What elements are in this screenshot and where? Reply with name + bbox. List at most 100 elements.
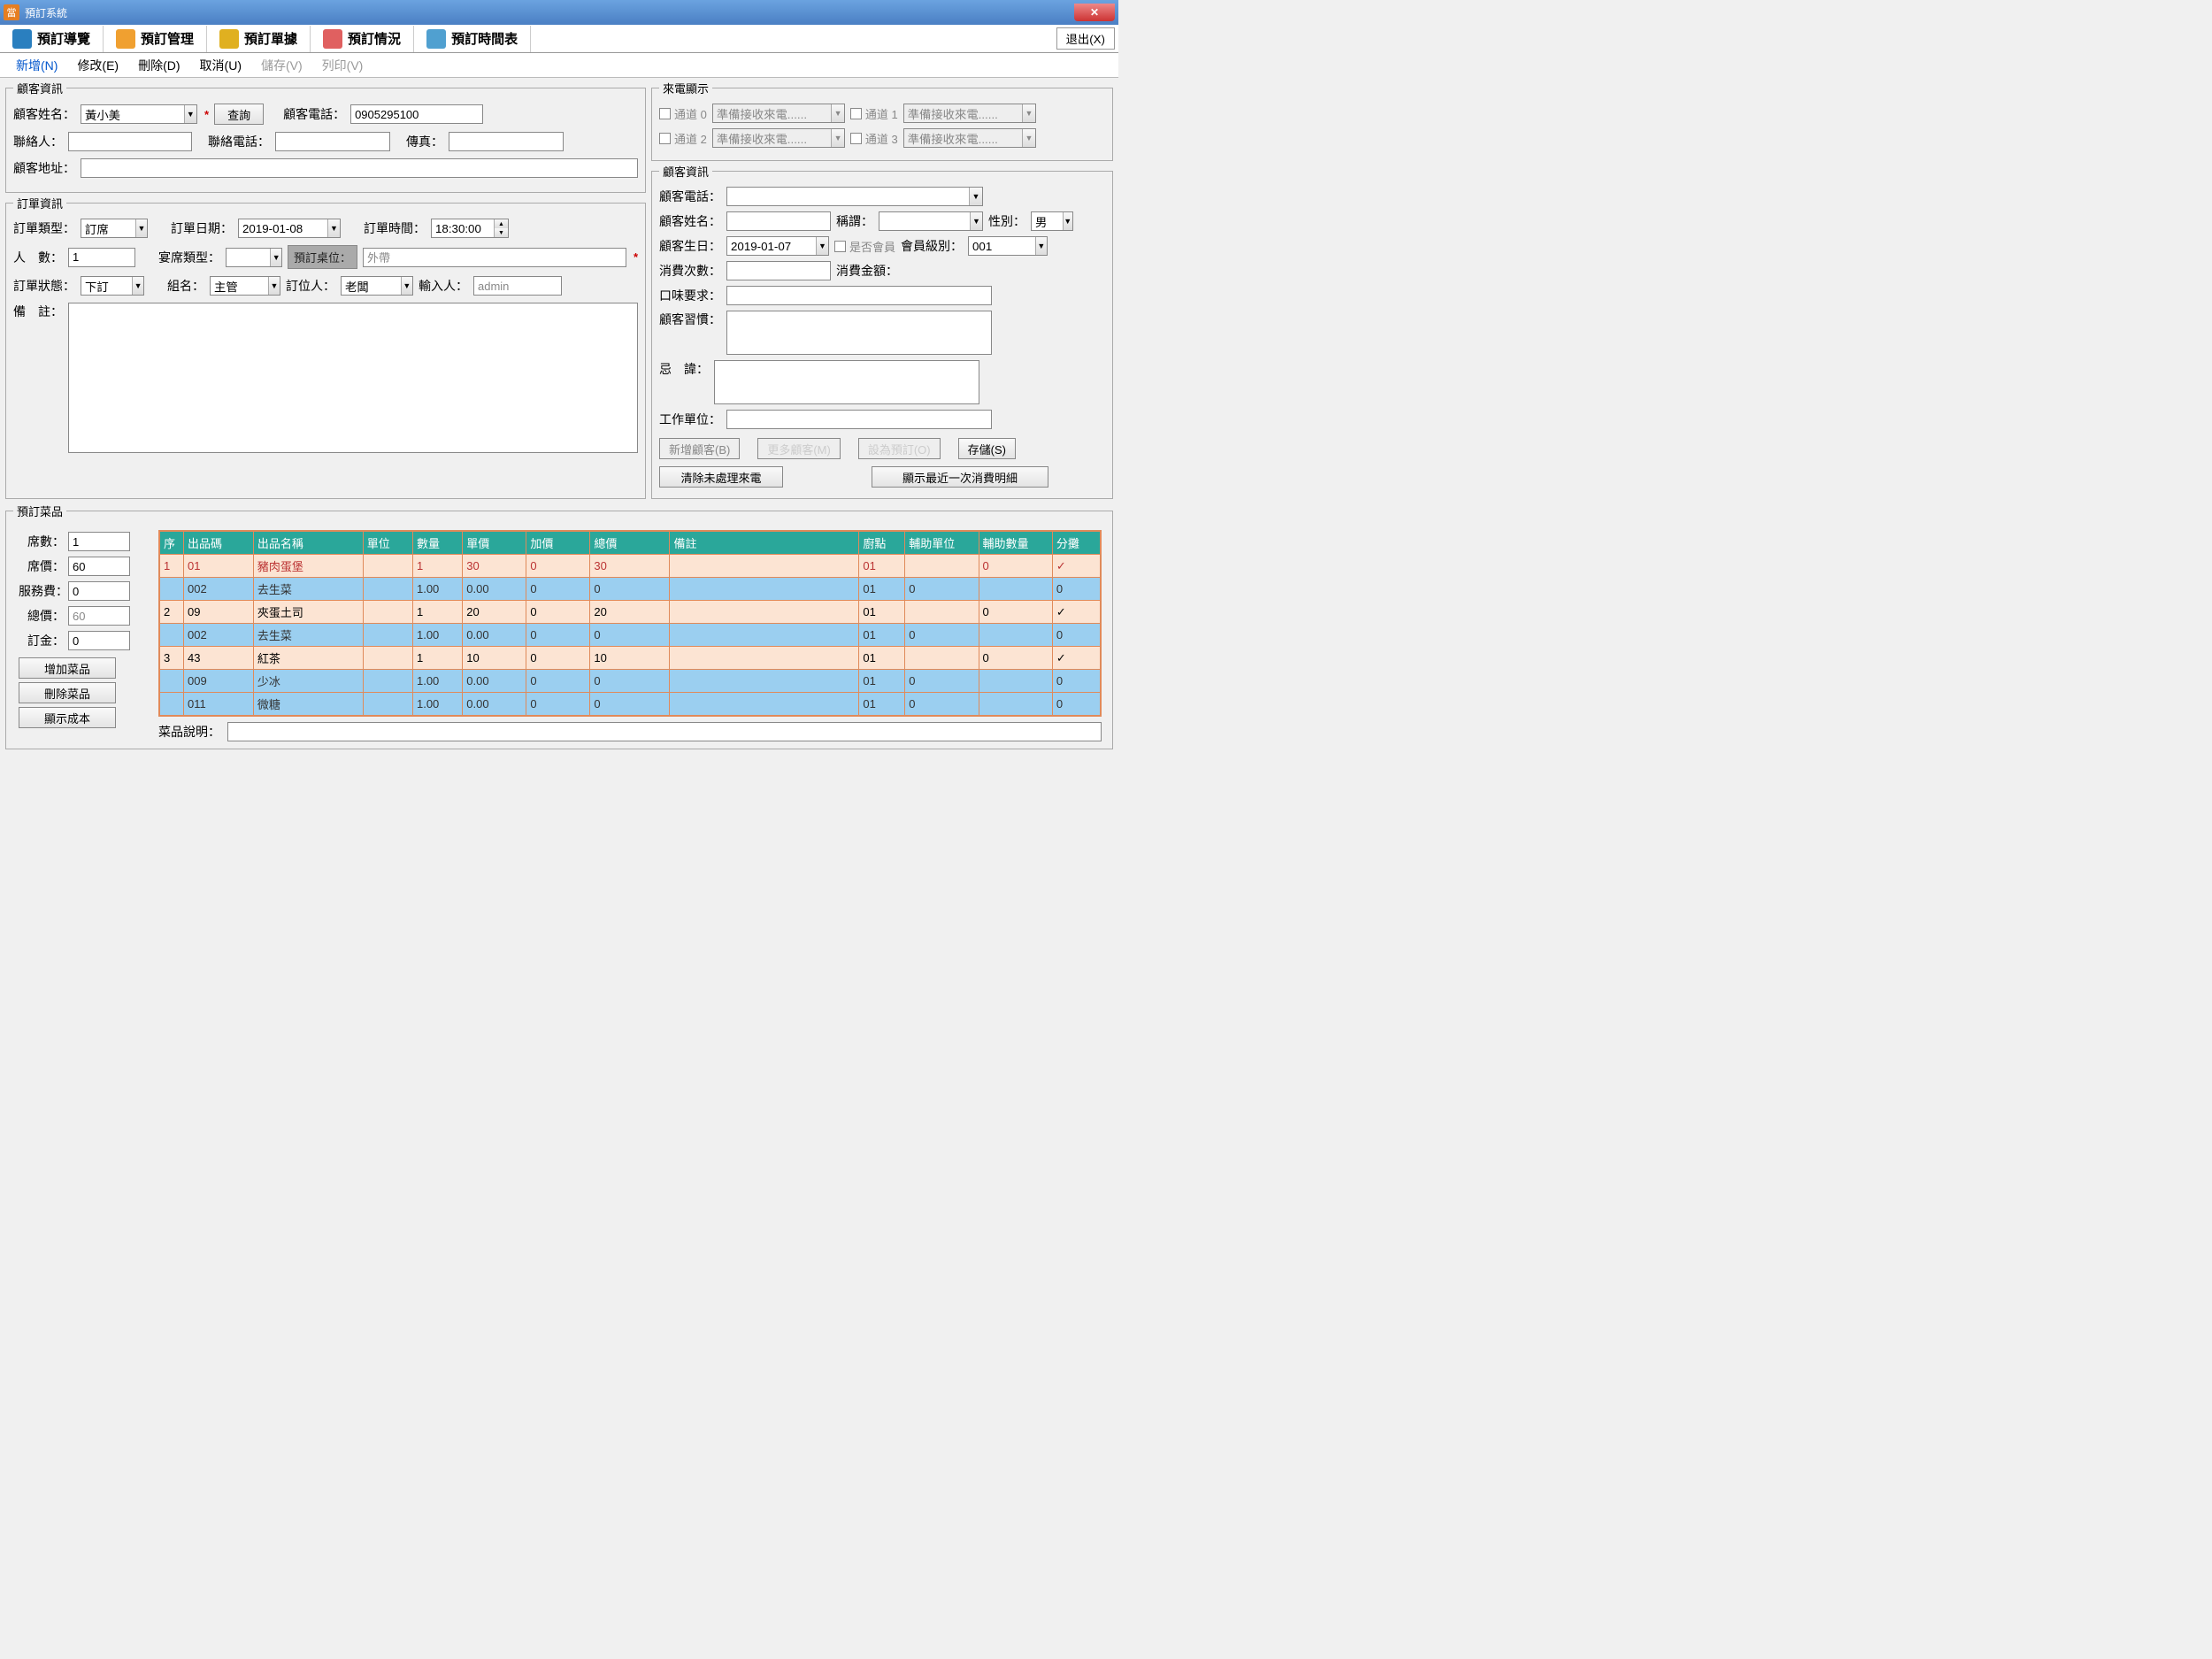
exit-button[interactable]: 退出(X) bbox=[1056, 27, 1115, 50]
order-status-combo[interactable]: ▼ bbox=[81, 276, 144, 296]
banquet-type-combo[interactable]: ▼ bbox=[226, 248, 282, 267]
customer-name-input[interactable] bbox=[81, 105, 184, 123]
channel-1-combo[interactable]: ▼ bbox=[903, 104, 1036, 123]
r-more-customer-button[interactable]: 更多顧客(M) bbox=[757, 438, 841, 459]
tab-預訂單據[interactable]: 預訂單據 bbox=[207, 26, 311, 52]
tool-print[interactable]: 列印(V) bbox=[322, 57, 364, 74]
chevron-down-icon[interactable]: ▼ bbox=[135, 219, 147, 237]
table-row[interactable]: 209夾蛋土司120020010✓ bbox=[160, 601, 1101, 624]
col-header[interactable]: 輔助單位 bbox=[905, 532, 979, 555]
addr-input[interactable] bbox=[81, 158, 638, 178]
service-input[interactable] bbox=[68, 581, 130, 601]
channel-0-combo[interactable]: ▼ bbox=[712, 104, 845, 123]
dish-desc-input[interactable] bbox=[227, 722, 1102, 741]
remark-textarea[interactable] bbox=[68, 303, 638, 453]
table-row[interactable]: 002去生菜1.000.00000100 bbox=[160, 624, 1101, 647]
chevron-down-icon[interactable]: ▼ bbox=[1022, 129, 1034, 147]
r-save-button[interactable]: 存儲(S) bbox=[958, 438, 1016, 459]
r-add-customer-button[interactable]: 新增顧客(B) bbox=[659, 438, 740, 459]
add-dish-button[interactable]: 增加菜品 bbox=[19, 657, 116, 679]
chevron-down-icon[interactable]: ▼ bbox=[184, 105, 196, 123]
table-row[interactable]: 101豬肉蛋堡130030010✓ bbox=[160, 555, 1101, 578]
show-cost-button[interactable]: 顯示成本 bbox=[19, 707, 116, 728]
r-clear-calls-button[interactable]: 清除未處理來電 bbox=[659, 466, 783, 488]
order-date-combo[interactable]: ▼ bbox=[238, 219, 341, 238]
table-row[interactable]: 002去生菜1.000.00000100 bbox=[160, 578, 1101, 601]
close-icon[interactable]: ✕ bbox=[1074, 4, 1115, 21]
table-row[interactable]: 011微糖1.000.00000100 bbox=[160, 693, 1101, 716]
chevron-down-icon[interactable]: ▼ bbox=[401, 277, 412, 295]
query-button[interactable]: 查詢 bbox=[214, 104, 264, 125]
tool-save[interactable]: 儲存(V) bbox=[261, 57, 303, 74]
col-header[interactable]: 備註 bbox=[670, 532, 859, 555]
tab-預訂時間表[interactable]: 預訂時間表 bbox=[414, 26, 531, 52]
group-combo[interactable]: ▼ bbox=[210, 276, 280, 296]
r-birth-combo[interactable]: ▼ bbox=[726, 236, 829, 256]
tool-add[interactable]: 新增(N) bbox=[16, 57, 58, 74]
col-header[interactable]: 單位 bbox=[363, 532, 412, 555]
chevron-down-icon[interactable]: ▼ bbox=[268, 277, 280, 295]
channel-1-check[interactable]: 通道 1 bbox=[850, 105, 898, 122]
channel-3-combo[interactable]: ▼ bbox=[903, 128, 1036, 148]
r-title-combo[interactable]: ▼ bbox=[879, 211, 983, 231]
chevron-down-icon[interactable]: ▼ bbox=[1035, 237, 1047, 255]
fax-input[interactable] bbox=[449, 132, 564, 151]
col-header[interactable]: 出品碼 bbox=[184, 532, 254, 555]
seat-price-input[interactable] bbox=[68, 557, 130, 576]
table-row[interactable]: 343紅茶110010010✓ bbox=[160, 647, 1101, 670]
col-header[interactable]: 分攤 bbox=[1052, 532, 1100, 555]
channel-0-check[interactable]: 通道 0 bbox=[659, 105, 707, 122]
tool-cancel[interactable]: 取消(U) bbox=[200, 57, 242, 74]
chevron-down-icon[interactable]: ▼ bbox=[1022, 104, 1034, 122]
r-name-input[interactable] bbox=[726, 211, 831, 231]
r-memberlvl-combo[interactable]: ▼ bbox=[968, 236, 1048, 256]
spin-up-icon[interactable]: ▲ bbox=[495, 219, 508, 228]
customer-name-combo[interactable]: ▼ bbox=[81, 104, 197, 124]
col-header[interactable]: 加價 bbox=[526, 532, 590, 555]
chevron-down-icon[interactable]: ▼ bbox=[132, 277, 143, 295]
chevron-down-icon[interactable]: ▼ bbox=[816, 237, 828, 255]
order-type-combo[interactable]: ▼ bbox=[81, 219, 148, 238]
spin-down-icon[interactable]: ▼ bbox=[495, 228, 508, 237]
dish-table[interactable]: 序出品碼出品名稱單位數量單價加價總價備註廚點輔助單位輔助數量分攤 101豬肉蛋堡… bbox=[159, 531, 1101, 716]
col-header[interactable]: 總價 bbox=[590, 532, 670, 555]
chevron-down-icon[interactable]: ▼ bbox=[970, 212, 982, 230]
people-count-input[interactable] bbox=[68, 248, 135, 267]
col-header[interactable]: 單價 bbox=[463, 532, 526, 555]
r-set-reserve-button[interactable]: 設為預訂(O) bbox=[858, 438, 941, 459]
tab-預訂情況[interactable]: 預訂情況 bbox=[311, 26, 414, 52]
chevron-down-icon[interactable]: ▼ bbox=[327, 219, 340, 237]
deposit-input[interactable] bbox=[68, 631, 130, 650]
customer-phone-input[interactable] bbox=[350, 104, 483, 124]
col-header[interactable]: 數量 bbox=[412, 532, 462, 555]
channel-2-combo[interactable]: ▼ bbox=[712, 128, 845, 148]
order-person-combo[interactable]: ▼ bbox=[341, 276, 413, 296]
r-gender-combo[interactable]: ▼ bbox=[1031, 211, 1073, 231]
chevron-down-icon[interactable]: ▼ bbox=[1063, 212, 1072, 230]
channel-2-check[interactable]: 通道 2 bbox=[659, 130, 707, 147]
tool-edit[interactable]: 修改(E) bbox=[77, 57, 119, 74]
chevron-down-icon[interactable]: ▼ bbox=[831, 104, 843, 122]
col-header[interactable]: 出品名稱 bbox=[253, 532, 363, 555]
col-header[interactable]: 廚點 bbox=[859, 532, 905, 555]
channel-3-check[interactable]: 通道 3 bbox=[850, 130, 898, 147]
r-phone-combo[interactable]: ▼ bbox=[726, 187, 983, 206]
del-dish-button[interactable]: 刪除菜品 bbox=[19, 682, 116, 703]
r-show-last-button[interactable]: 顯示最近一次消費明細 bbox=[872, 466, 1048, 488]
r-spendcount-input[interactable] bbox=[726, 261, 831, 280]
col-header[interactable]: 輔助數量 bbox=[979, 532, 1052, 555]
order-time-spinner[interactable]: ▲▼ bbox=[431, 219, 509, 238]
r-member-check[interactable]: 是否會員 bbox=[834, 238, 895, 255]
seats-input[interactable] bbox=[68, 532, 130, 551]
r-habit-textarea[interactable] bbox=[726, 311, 992, 355]
chevron-down-icon[interactable]: ▼ bbox=[969, 188, 982, 205]
reserve-seat-button[interactable]: 預訂桌位： bbox=[288, 245, 357, 269]
chevron-down-icon[interactable]: ▼ bbox=[270, 249, 281, 266]
tab-預訂管理[interactable]: 預訂管理 bbox=[104, 26, 207, 52]
r-taste-input[interactable] bbox=[726, 286, 992, 305]
table-row[interactable]: 009少冰1.000.00000100 bbox=[160, 670, 1101, 693]
col-header[interactable]: 序 bbox=[160, 532, 184, 555]
tab-預訂導覽[interactable]: 預訂導覽 bbox=[0, 26, 104, 52]
r-work-input[interactable] bbox=[726, 410, 992, 429]
chevron-down-icon[interactable]: ▼ bbox=[831, 129, 843, 147]
